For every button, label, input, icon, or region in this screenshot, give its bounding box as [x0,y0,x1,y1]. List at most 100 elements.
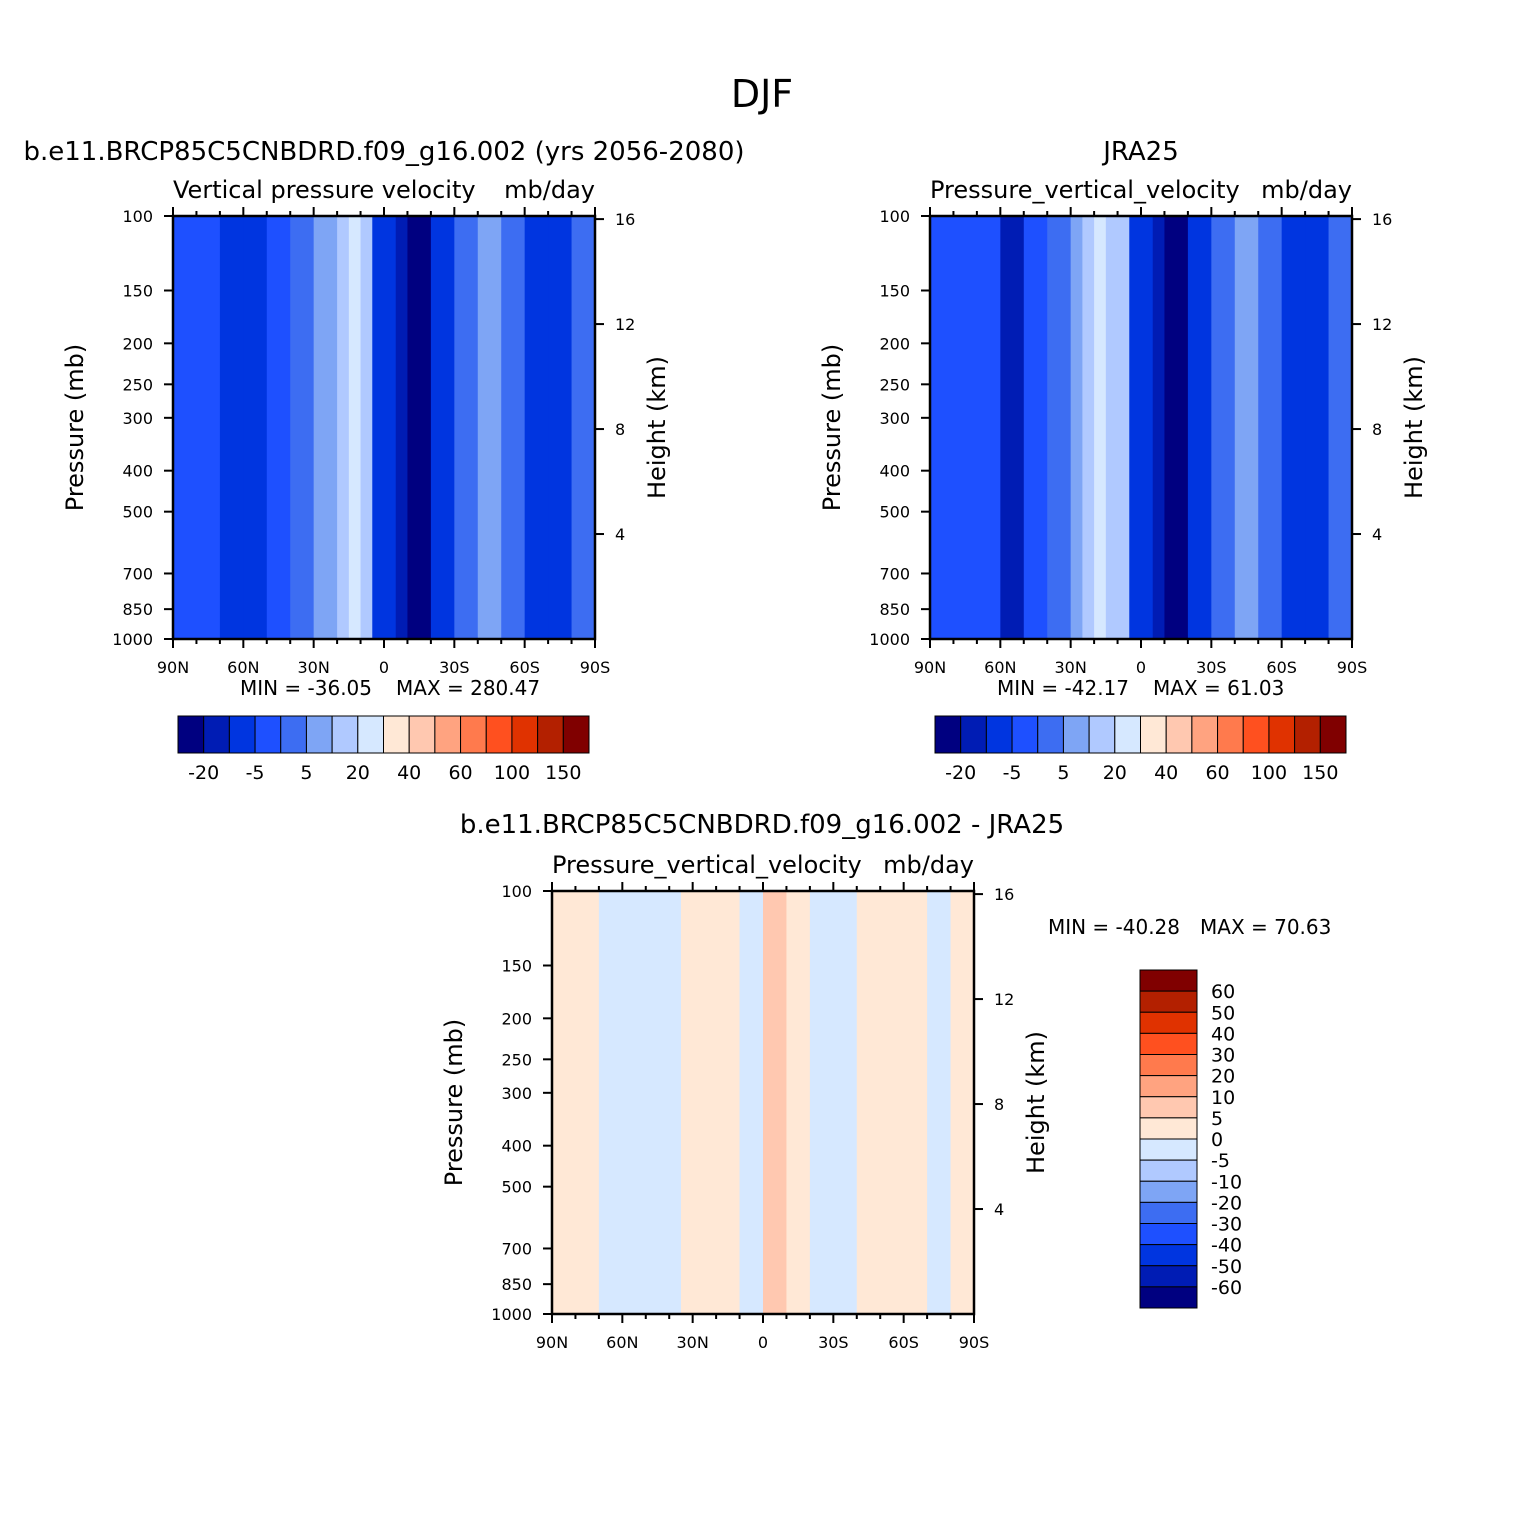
contour-band [809,891,835,1314]
y-tick-label: 300 [879,409,910,428]
contour-band [1281,216,1307,639]
contour-band [927,891,952,1314]
colorbar-label: 20 [1211,1066,1235,1088]
colorbar-label: 40 [1211,1023,1235,1045]
colorbar-label: -20 [188,762,219,784]
colorbar-box [1139,1032,1198,1055]
contour-band [552,891,577,1314]
colorbar-box [1139,1201,1198,1224]
colorbar-label: 20 [346,762,370,784]
x-tick-label: 90N [536,1333,568,1352]
panel-jra25: JRA25 Pressure_vertical_velocity mb/day 90N… [818,137,1428,784]
colorbar-label: -5 [1211,1150,1230,1172]
y-tick-label: 150 [879,281,910,300]
case-title: b.e11.BRCP85C5CNBDRD.f09_g16.002 (yrs 20… [23,137,744,167]
colorbar-label: 60 [448,762,472,784]
contour-band [903,891,929,1314]
contour-band [173,216,198,639]
colorbar-box [1268,715,1296,754]
x-tick-label: 60S [888,1333,919,1352]
colorbar-label: 60 [1211,981,1235,1003]
y2-tick-label: 8 [1372,420,1382,439]
variable-title: Vertical pressure velocity [173,176,476,204]
figure-title: DJF [731,72,793,116]
x-tick-label: 60N [227,658,259,677]
x-tick-label: 60S [1266,658,1297,677]
y2-axis-label: Height (km) [1022,1031,1050,1174]
contour-band [1152,216,1166,639]
colorbar-box [1294,715,1321,754]
contour-fill [552,891,974,1314]
y-tick-label: 700 [879,564,910,583]
colorbar-label: 5 [1057,762,1069,784]
contour-band [1129,216,1142,639]
y-tick-label: 400 [501,1137,532,1156]
contour-band [1070,216,1084,639]
colorbar-label: -20 [1211,1192,1242,1214]
colorbar-box [1191,715,1219,754]
max-label: MAX = 70.63 [1200,915,1331,939]
colorbar-box [1088,715,1116,754]
colorbar-box [228,715,256,754]
colorbar-box [1139,990,1198,1013]
colorbar-box [1165,715,1193,754]
contour-band [395,216,409,639]
contour-band [763,891,788,1314]
x-tick-label: 0 [758,1333,768,1352]
units-label: mb/day [504,176,595,204]
variable-title: Pressure_vertical_velocity [552,851,862,879]
colorbar-label: 5 [300,762,312,784]
y-tick-label: 850 [501,1275,532,1294]
units-label: mb/day [883,851,974,879]
colorbar-box [1037,715,1064,754]
colorbar-label: -20 [945,762,976,784]
panel-model: b.e11.BRCP85C5CNBDRD.f09_g16.002 (yrs 20… [23,137,744,784]
contour-band [680,891,694,1314]
contour-band [219,216,245,639]
colorbar-label: -5 [1003,762,1022,784]
colorbar-box [460,715,487,754]
colorbar-box [1242,715,1270,754]
colorbar-box [1139,1138,1198,1161]
y-tick-label: 250 [122,375,153,394]
contour-band [1000,216,1025,639]
colorbar-box [408,715,436,754]
colorbar-label: -60 [1211,1277,1242,1299]
contour-band [337,216,350,639]
y2-tick-label: 4 [615,525,625,544]
colorbar: -20 -5 5 20 40 60 100 150 [177,715,590,784]
y2-tick-label: 4 [1372,525,1382,544]
variable-title: Pressure_vertical_velocity [930,176,1240,204]
contour-band [716,891,741,1314]
units-label: mb/day [1261,176,1352,204]
y-tick-label: 400 [879,462,910,481]
y-tick-label: 850 [879,600,910,619]
contour-band [548,216,573,639]
max-label: MAX = 280.47 [396,676,540,700]
x-tick-label: 60S [509,658,540,677]
colorbar-box [254,715,282,754]
contour-band [856,891,882,1314]
contour-band [1187,216,1213,639]
colorbar-box [203,715,230,754]
colorbar-label: 100 [1251,762,1287,784]
colorbar-label: 40 [397,762,421,784]
contour-fill [930,216,1352,639]
colorbar-box [537,715,564,754]
y-tick-label: 250 [879,375,910,394]
colorbar-label: 40 [1154,762,1178,784]
colorbar-label: 100 [494,762,530,784]
colorbar-box [511,715,539,754]
y-tick-label: 200 [501,1009,532,1028]
x-tick-label: 30S [1196,658,1227,677]
colorbar-label: 50 [1211,1002,1235,1024]
y2-tick-label: 8 [994,1095,1004,1114]
colorbar-box [1139,1117,1198,1140]
y2-tick-label: 12 [994,990,1014,1009]
y-tick-label: 150 [501,956,532,975]
y-tick-label: 850 [122,600,153,619]
colorbar-box [934,715,962,754]
y-tick-label: 100 [122,207,153,226]
y-tick-label: 100 [501,882,532,901]
